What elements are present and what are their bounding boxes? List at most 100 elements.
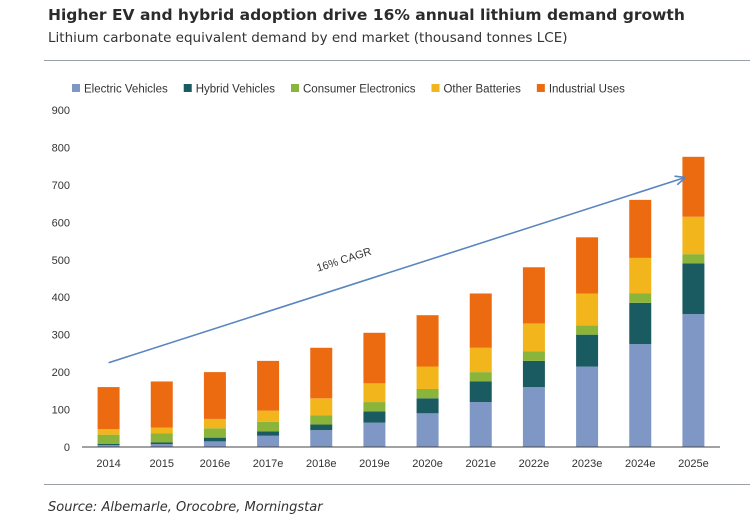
bar-2023e-1: [576, 335, 598, 367]
bar-2020e-2: [417, 389, 439, 398]
bar-2014-4: [98, 387, 120, 429]
bar-2016e-0: [204, 441, 226, 447]
bar-2020e-3: [417, 366, 439, 388]
chart-subtitle: Lithium carbonate equivalent demand by e…: [48, 30, 568, 46]
bar-2019e-3: [363, 383, 385, 402]
y-tick-label-7: 700: [52, 180, 70, 192]
x-tick-label-1: 2015: [150, 458, 174, 470]
legend-swatch-2: [291, 84, 299, 92]
x-tick-label-11: 2025e: [678, 458, 709, 470]
y-tick-label-9: 900: [52, 105, 70, 117]
bar-2025e-0: [682, 314, 704, 447]
cagr-annotation: 16% CAGR: [109, 176, 686, 363]
bar-2024e-0: [629, 344, 651, 447]
bar-2015-1: [151, 443, 173, 444]
bar-2014-2: [98, 435, 120, 444]
bar-2021e-1: [470, 381, 492, 402]
bar-2019e-1: [363, 411, 385, 422]
bar-2014-3: [98, 429, 120, 435]
bar-2023e-0: [576, 366, 598, 447]
bar-2023e-2: [576, 325, 598, 334]
source-note: Source: Albemarle, Orocobre, Morningstar: [48, 500, 323, 515]
bar-2017e-3: [257, 411, 279, 422]
bar-2023e-3: [576, 293, 598, 325]
bar-2017e-2: [257, 422, 279, 431]
bar-2016e-2: [204, 428, 226, 437]
bar-2023e-4: [576, 237, 598, 293]
bar-2025e-1: [682, 264, 704, 315]
x-tick-label-2: 2016e: [200, 458, 231, 470]
bar-2024e-2: [629, 293, 651, 302]
bar-2019e-2: [363, 402, 385, 411]
y-tick-label-3: 300: [52, 330, 70, 342]
bar-2016e-3: [204, 419, 226, 428]
legend-label-3: Other Batteries: [443, 84, 521, 96]
bar-2019e-0: [363, 423, 385, 447]
x-tick-label-4: 2018e: [306, 458, 337, 470]
bar-2019e-4: [363, 333, 385, 384]
bar-2016e-1: [204, 438, 226, 442]
x-tick-label-10: 2024e: [625, 458, 656, 470]
bar-2021e-0: [470, 402, 492, 447]
legend-swatch-4: [537, 84, 545, 92]
bar-2018e-2: [310, 415, 332, 424]
y-tick-label-2: 200: [52, 367, 70, 379]
legend-label-1: Hybrid Vehicles: [196, 84, 276, 96]
bar-2015-3: [151, 428, 173, 434]
bar-2025e-2: [682, 254, 704, 263]
y-tick-label-5: 500: [52, 255, 70, 267]
legend-label-4: Industrial Uses: [549, 84, 625, 96]
bar-2020e-0: [417, 413, 439, 447]
stacked-bar-chart: Electric Vehicles Hybrid Vehicles Consumer…: [0, 62, 750, 482]
y-tick-label-8: 800: [52, 142, 70, 154]
bar-2015-4: [151, 381, 173, 427]
legend-label-0: Electric Vehicles: [84, 84, 168, 96]
x-tick-label-3: 2017e: [253, 458, 284, 470]
bar-2017e-1: [257, 431, 279, 435]
bar-2017e-4: [257, 361, 279, 411]
y-tick-label-0: 0: [64, 442, 70, 454]
bottom-divider: [44, 484, 750, 485]
x-tick-label-6: 2020e: [412, 458, 443, 470]
top-divider: [44, 60, 750, 61]
bar-2022e-3: [523, 323, 545, 351]
bar-2021e-3: [470, 348, 492, 372]
bar-2018e-0: [310, 430, 332, 447]
bar-2024e-4: [629, 200, 651, 258]
bar-2016e-4: [204, 372, 226, 419]
cagr-arrow-line: [109, 177, 686, 362]
bar-2021e-4: [470, 293, 492, 347]
bar-2020e-1: [417, 398, 439, 413]
y-tick-label-4: 400: [52, 292, 70, 304]
legend-swatch-1: [184, 84, 192, 92]
bar-2022e-4: [523, 267, 545, 323]
bar-2018e-1: [310, 425, 332, 431]
x-axis: 2014 2015 2016e 2017e 2018e 2019e 2020e 2021e 20…: [82, 447, 720, 470]
x-tick-label-5: 2019e: [359, 458, 390, 470]
bar-2024e-3: [629, 258, 651, 294]
y-tick-label-6: 600: [52, 217, 70, 229]
bar-2014-1: [98, 444, 120, 445]
legend-label-2: Consumer Electronics: [303, 84, 416, 96]
y-tick-label-1: 100: [52, 405, 70, 417]
bar-2022e-1: [523, 361, 545, 387]
bar-2015-2: [151, 433, 173, 442]
chart-legend: Electric Vehicles Hybrid Vehicles Consumer…: [72, 84, 625, 96]
x-tick-label-0: 2014: [96, 458, 120, 470]
x-tick-label-9: 2023e: [572, 458, 603, 470]
bar-2025e-3: [682, 217, 704, 254]
x-tick-label-8: 2022e: [519, 458, 550, 470]
bar-2017e-0: [257, 436, 279, 447]
chart-title: Higher EV and hybrid adoption drive 16% …: [48, 6, 685, 24]
bar-2025e-4: [682, 157, 704, 217]
x-tick-label-7: 2021e: [465, 458, 496, 470]
y-axis: 0 100 200 300 400 500 600 700 800 900: [52, 105, 70, 454]
bar-2018e-3: [310, 398, 332, 415]
bar-2022e-2: [523, 352, 545, 361]
bar-2020e-4: [417, 315, 439, 366]
bar-2021e-2: [470, 372, 492, 381]
bar-2022e-0: [523, 387, 545, 447]
bar-2018e-4: [310, 348, 332, 399]
bar-2024e-1: [629, 303, 651, 344]
legend-swatch-0: [72, 84, 80, 92]
